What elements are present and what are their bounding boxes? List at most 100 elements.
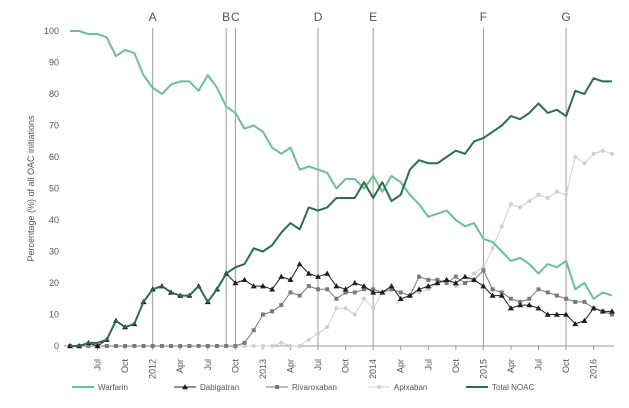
data-point-dabigatran [397, 295, 404, 301]
data-point-rivaroxaban [159, 344, 164, 348]
series-line-warfarin [70, 30, 613, 300]
x-tick-label: Jul [93, 359, 103, 371]
y-axis-label: Percentage (%) of all OAC initiations [26, 115, 36, 262]
data-point-rivaroxaban [518, 299, 523, 304]
series-lines [67, 30, 615, 349]
data-point-rivaroxaban [214, 344, 219, 348]
data-point-dabigatran [333, 283, 340, 289]
series-line-apixaban [70, 150, 613, 347]
data-point-rivaroxaban [233, 344, 238, 348]
data-point-rivaroxaban [361, 287, 366, 292]
data-point-dabigatran [498, 292, 505, 298]
y-tick-label: 20 [49, 278, 59, 288]
data-point-rivaroxaban [527, 296, 532, 301]
data-point-rivaroxaban [251, 328, 256, 333]
data-point-apixaban [600, 148, 605, 153]
data-point-apixaban [490, 246, 495, 251]
data-point-apixaban [343, 306, 348, 311]
event-label-e: E [369, 10, 377, 24]
series-line-total-noac [70, 77, 612, 347]
data-point-dabigatran [462, 273, 469, 279]
data-point-dabigatran [581, 317, 588, 323]
data-point-apixaban [499, 224, 504, 229]
data-point-apixaban [508, 202, 513, 207]
data-point-dabigatran [425, 283, 432, 289]
legend-label-dabigatran: Dabigatran [200, 383, 239, 392]
data-point-dabigatran [250, 283, 257, 289]
legend-marker-rivaroxaban [275, 385, 279, 389]
data-point-apixaban [260, 344, 265, 348]
data-point-rivaroxaban [242, 340, 247, 345]
data-point-rivaroxaban [279, 303, 284, 308]
x-tick-label: Jul [534, 359, 544, 371]
data-point-rivaroxaban [196, 344, 201, 348]
data-point-rivaroxaban [481, 268, 486, 273]
data-point-rivaroxaban [417, 274, 422, 279]
event-label-c: C [231, 10, 240, 24]
data-point-dabigatran [599, 308, 606, 314]
x-tick-label: Apr [396, 359, 406, 373]
data-point-dabigatran [535, 305, 542, 311]
data-point-apixaban [481, 265, 486, 270]
y-tick-label: 90 [49, 58, 59, 68]
y-tick-label: 40 [49, 215, 59, 225]
data-point-apixaban [472, 271, 477, 276]
data-point-rivaroxaban [178, 344, 183, 348]
data-point-rivaroxaban [352, 290, 357, 295]
data-point-apixaban [270, 344, 275, 348]
event-label-b: B [222, 10, 230, 24]
data-point-dabigatran [434, 280, 441, 286]
series-total-noac [70, 77, 612, 347]
data-point-apixaban [352, 312, 357, 317]
legend-label-total-noac: Total NOAC [492, 383, 534, 392]
data-point-dabigatran [388, 283, 395, 289]
data-point-dabigatran [590, 305, 597, 311]
data-point-dabigatran [406, 292, 413, 298]
x-tick-label: Apr [175, 359, 185, 373]
series-dabigatran [67, 261, 615, 349]
x-tick-label: Jul [203, 359, 213, 371]
data-point-dabigatran [443, 276, 450, 283]
data-point-rivaroxaban [435, 277, 440, 282]
x-tick-label: 2014 [368, 359, 378, 379]
legend-label-apixaban: Apixaban [394, 383, 427, 392]
data-point-rivaroxaban [343, 290, 348, 295]
data-point-rivaroxaban [306, 284, 311, 289]
series-warfarin [70, 30, 613, 300]
y-tick-label: 80 [49, 89, 59, 99]
data-point-apixaban [527, 199, 532, 204]
data-point-rivaroxaban [573, 299, 578, 304]
legend-label-warfarin: Warfarin [98, 383, 128, 392]
data-point-rivaroxaban [371, 287, 376, 292]
y-tick-label: 0 [54, 341, 59, 351]
data-point-dabigatran [563, 311, 570, 317]
event-label-g: G [561, 10, 570, 24]
data-point-dabigatran [351, 280, 358, 286]
data-point-rivaroxaban [150, 344, 155, 348]
data-point-apixaban [573, 155, 578, 159]
data-point-dabigatran [241, 276, 248, 283]
axes: 0 10 20 30 40 50 60 70 80 90 100 Jul Oct 2012 Apr Jul Oc… [44, 26, 614, 379]
data-point-apixaban [297, 344, 302, 348]
data-point-apixaban [306, 337, 311, 342]
legend: Warfarin Dabigatran Rivaroxaban Apixaban Tot… [72, 383, 534, 392]
data-point-apixaban [582, 161, 587, 166]
x-tick-label: 2015 [478, 359, 488, 379]
data-point-rivaroxaban [270, 309, 275, 314]
data-point-apixaban [564, 192, 569, 197]
x-tick-label: Oct [561, 359, 571, 374]
event-label-f: F [480, 10, 487, 24]
x-tick-label: Jul [423, 359, 433, 371]
data-point-rivaroxaban [582, 299, 587, 304]
data-point-apixaban [334, 306, 339, 311]
data-point-dabigatran [572, 320, 579, 327]
x-tick-label: 2012 [148, 359, 158, 379]
data-point-apixaban [316, 331, 321, 336]
data-point-apixaban [361, 296, 366, 301]
data-point-rivaroxaban [545, 290, 550, 295]
data-point-rivaroxaban [389, 287, 394, 292]
data-point-rivaroxaban [453, 274, 458, 279]
data-point-rivaroxaban [132, 344, 137, 348]
data-point-apixaban [591, 151, 596, 156]
y-tick-label: 10 [49, 310, 59, 320]
